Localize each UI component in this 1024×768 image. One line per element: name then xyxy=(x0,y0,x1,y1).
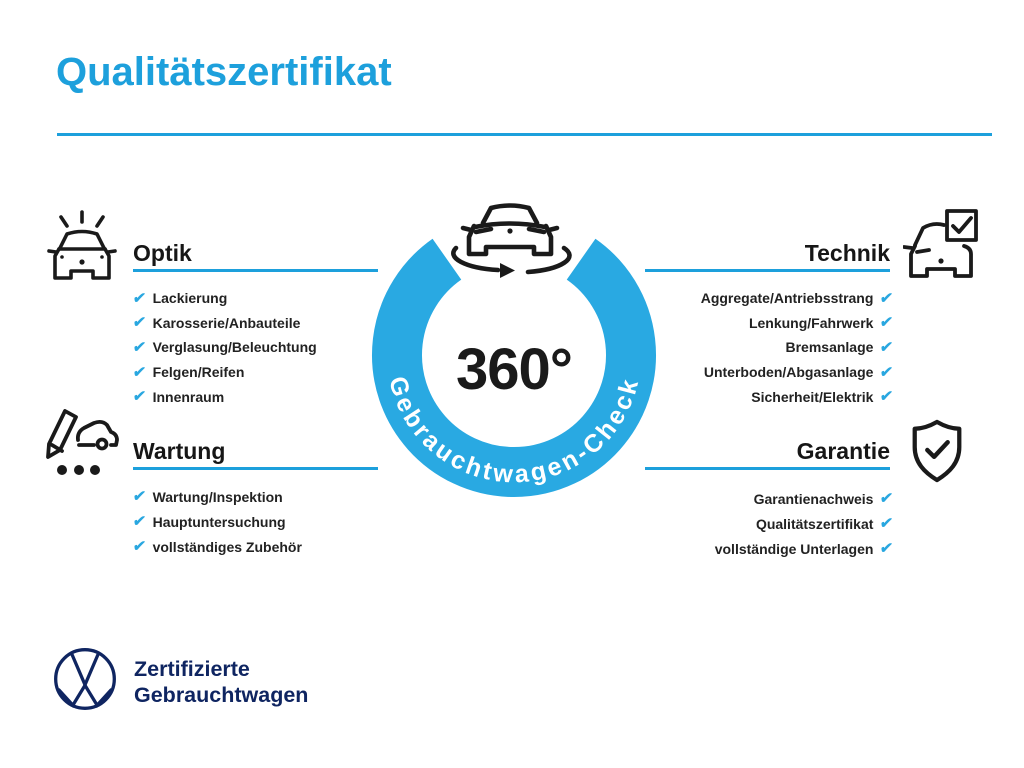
item-label: vollständige Unterlagen xyxy=(714,540,874,557)
list-item: Qualitätszertifikat ✔ xyxy=(563,511,895,536)
page-title: Qualitätszertifikat xyxy=(56,50,392,94)
check-icon: ✔ xyxy=(131,289,147,307)
list-item: Lenkung/Fahrwerk ✔ xyxy=(563,311,895,336)
list-item: ✔ vollständiges Zubehör xyxy=(131,534,463,559)
check-icon: ✔ xyxy=(131,388,147,406)
garantie-item-list: Garantienachweis ✔ Qualitätszertifikat ✔ v… xyxy=(563,486,895,561)
check-icon: ✔ xyxy=(879,363,895,381)
title-divider xyxy=(57,133,992,136)
list-item: ✔ Innenraum xyxy=(131,384,463,409)
check-icon: ✔ xyxy=(131,488,147,505)
check-icon: ✔ xyxy=(131,338,147,356)
section-title-garantie: Garantie xyxy=(796,438,890,464)
list-item: Unterboden/Abgasanlage ✔ xyxy=(563,360,895,385)
vw-logo xyxy=(54,648,116,710)
list-item: ✔ Felgen/Reifen xyxy=(131,360,463,385)
car-checkbox-icon xyxy=(903,209,978,278)
item-label: Bremsanlage xyxy=(785,339,874,356)
check-icon: ✔ xyxy=(131,538,147,555)
360-check-badge: Gebrauchtwagen-Check 360° xyxy=(372,203,656,498)
list-item: Aggregate/Antriebsstrang ✔ xyxy=(563,286,895,311)
item-label: Qualitätszertifikat xyxy=(755,515,874,532)
item-label: Sicherheit/Elektrik xyxy=(751,388,874,405)
section-title-technik: Technik xyxy=(804,240,890,266)
item-label: Wartung/Inspektion xyxy=(152,488,283,505)
car-360-icon xyxy=(451,203,572,278)
check-icon: ✔ xyxy=(879,314,895,332)
optik-item-list: ✔ Lackierung ✔ Karosserie/Anbauteile ✔ Verg… xyxy=(131,286,463,409)
garantie-underline xyxy=(645,467,890,470)
pencil-car-icon xyxy=(46,409,119,475)
badge-degree-label: 360° xyxy=(456,337,572,402)
check-icon: ✔ xyxy=(131,363,147,381)
check-icon: ✔ xyxy=(131,513,147,530)
item-label: Innenraum xyxy=(152,388,225,405)
list-item: ✔ Wartung/Inspektion xyxy=(131,484,463,509)
list-item: ✔ Verglasung/Beleuchtung xyxy=(131,335,463,360)
shield-check-icon xyxy=(912,419,962,483)
list-item: ✔ Karosserie/Anbauteile xyxy=(131,311,463,336)
section-title-optik: Optik xyxy=(133,240,192,266)
item-label: Aggregate/Antriebsstrang xyxy=(700,290,874,307)
check-icon: ✔ xyxy=(879,388,895,406)
section-title-wartung: Wartung xyxy=(133,438,226,464)
badge-ring xyxy=(372,238,656,498)
item-label: Lackierung xyxy=(152,290,228,307)
item-label: Lenkung/Fahrwerk xyxy=(748,314,874,331)
technik-underline xyxy=(645,269,890,272)
wartung-underline xyxy=(133,467,378,470)
footer-line-2: Gebrauchtwagen xyxy=(134,682,309,707)
optik-underline xyxy=(133,269,378,272)
list-item: ✔ Lackierung xyxy=(131,286,463,311)
list-item: Sicherheit/Elektrik ✔ xyxy=(563,384,895,409)
technik-item-list: Aggregate/Antriebsstrang ✔ Lenkung/Fahrwe… xyxy=(563,286,895,409)
item-label: Garantienachweis xyxy=(753,490,874,507)
check-icon: ✔ xyxy=(879,338,895,356)
footer-line-1: Zertifizierte xyxy=(134,657,250,681)
item-label: Verglasung/Beleuchtung xyxy=(152,339,317,356)
list-item: vollständige Unterlagen ✔ xyxy=(563,536,895,561)
item-label: vollständiges Zubehör xyxy=(152,538,302,555)
item-label: Felgen/Reifen xyxy=(152,364,245,381)
check-icon: ✔ xyxy=(879,515,895,532)
list-item: Bremsanlage ✔ xyxy=(563,335,895,360)
item-label: Hauptuntersuchung xyxy=(152,513,286,530)
check-icon: ✔ xyxy=(879,540,895,557)
check-icon: ✔ xyxy=(879,289,895,307)
wartung-item-list: ✔ Wartung/Inspektion ✔ Hauptuntersuchung ✔… xyxy=(131,484,463,559)
footer-claim: Zertifizierte Gebrauchtwagen xyxy=(134,657,308,708)
check-icon: ✔ xyxy=(131,314,147,332)
list-item: ✔ Hauptuntersuchung xyxy=(131,509,463,534)
check-icon: ✔ xyxy=(879,490,895,507)
item-label: Karosserie/Anbauteile xyxy=(152,314,301,331)
car-shine-icon xyxy=(47,210,117,280)
list-item: Garantienachweis ✔ xyxy=(563,486,895,511)
item-label: Unterboden/Abgasanlage xyxy=(703,364,874,381)
